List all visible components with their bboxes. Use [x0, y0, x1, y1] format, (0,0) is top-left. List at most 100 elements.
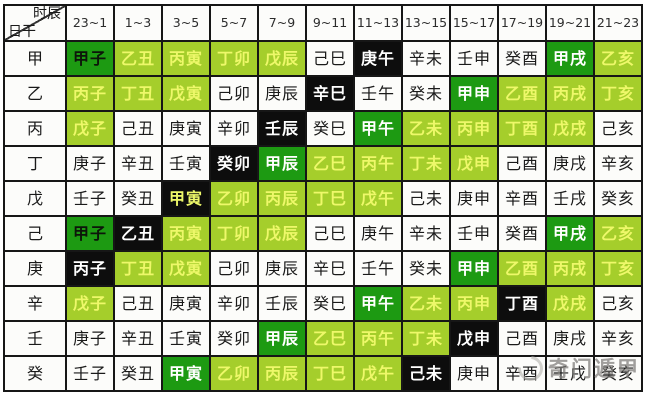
hour-pillar-cell: 己丑	[115, 112, 161, 145]
time-column-header: 17~19	[499, 6, 545, 40]
time-column-header: 1~3	[115, 6, 161, 40]
hour-pillar-cell: 乙丑	[115, 42, 161, 75]
hour-pillar-cell: 辛丑	[115, 322, 161, 355]
hour-pillar-cell: 丁巳	[307, 182, 353, 215]
hour-pillar-cell: 庚寅	[163, 112, 209, 145]
hour-pillar-cell: 戊申	[451, 147, 497, 180]
hour-pillar-cell: 甲午	[355, 112, 401, 145]
hour-pillar-cell: 戊戌	[547, 287, 593, 320]
corner-header-cell: 时辰 日干	[5, 6, 65, 40]
hour-pillar-cell: 辛卯	[211, 287, 257, 320]
hour-pillar-cell: 己巳	[307, 42, 353, 75]
hour-pillar-cell: 甲子	[67, 42, 113, 75]
hour-pillar-cell: 癸卯	[211, 322, 257, 355]
hour-pillar-cell: 丙寅	[163, 217, 209, 250]
hour-pillar-cell: 壬戌	[547, 182, 593, 215]
time-column-header: 5~7	[211, 6, 257, 40]
hour-pillar-cell: 甲申	[451, 252, 497, 285]
time-column-header: 7~9	[259, 6, 305, 40]
hour-pillar-cell: 癸未	[403, 77, 449, 110]
day-stem-row-label: 庚	[5, 252, 65, 285]
hour-pillar-cell: 丁未	[403, 322, 449, 355]
hour-pillar-cell: 己亥	[595, 287, 641, 320]
hour-pillar-cell: 辛巳	[307, 252, 353, 285]
hour-pillar-cell: 丁卯	[211, 217, 257, 250]
hour-pillar-cell: 庚子	[67, 322, 113, 355]
hour-pillar-cell: 丁卯	[211, 42, 257, 75]
hour-pillar-cell: 己酉	[499, 322, 545, 355]
hour-pillar-cell: 壬辰	[259, 112, 305, 145]
hour-pillar-cell: 庚寅	[163, 287, 209, 320]
hour-pillar-cell: 甲辰	[259, 147, 305, 180]
hour-pillar-cell: 己卯	[211, 77, 257, 110]
hour-pillar-cell: 戊申	[451, 322, 497, 355]
hour-pillar-cell: 丙午	[355, 147, 401, 180]
hour-pillar-table: 时辰 日干 23~1 1~3 3~5 5~7 7~9 9~11 11~13 13~15 15~1…	[3, 4, 643, 392]
hour-pillar-cell: 庚子	[67, 147, 113, 180]
hour-pillar-cell: 甲申	[451, 77, 497, 110]
hour-pillar-cell: 己未	[403, 357, 449, 390]
hour-pillar-cell: 癸卯	[211, 147, 257, 180]
day-stem-row-label: 己	[5, 217, 65, 250]
hour-pillar-cell: 甲戌	[547, 217, 593, 250]
hour-pillar-cell: 庚戌	[547, 322, 593, 355]
hour-pillar-cell: 丁丑	[115, 77, 161, 110]
hour-pillar-cell: 丁亥	[595, 77, 641, 110]
hour-pillar-cell: 壬申	[451, 42, 497, 75]
hour-pillar-cell: 辛亥	[595, 322, 641, 355]
hour-pillar-cell: 庚申	[451, 357, 497, 390]
hour-pillar-cell: 乙卯	[211, 357, 257, 390]
hour-pillar-cell: 壬午	[355, 77, 401, 110]
hour-pillar-cell: 甲午	[355, 287, 401, 320]
day-stem-row-label: 乙	[5, 77, 65, 110]
hour-pillar-cell: 癸丑	[115, 182, 161, 215]
hour-pillar-cell: 乙丑	[115, 217, 161, 250]
hour-pillar-cell: 癸亥	[595, 357, 641, 390]
corner-label-hours: 时辰	[33, 6, 61, 22]
hour-pillar-cell: 戊寅	[163, 77, 209, 110]
hour-pillar-cell: 丙戌	[547, 77, 593, 110]
hour-pillar-cell: 乙巳	[307, 147, 353, 180]
hour-pillar-cell: 丁巳	[307, 357, 353, 390]
hour-pillar-cell: 庚辰	[259, 77, 305, 110]
hour-pillar-cell: 戊寅	[163, 252, 209, 285]
hour-pillar-cell: 丁酉	[499, 287, 545, 320]
hour-pillar-cell: 丁未	[403, 147, 449, 180]
hour-pillar-cell: 壬子	[67, 182, 113, 215]
hour-pillar-cell: 戊戌	[547, 112, 593, 145]
hour-pillar-cell: 癸巳	[307, 112, 353, 145]
hour-pillar-cell: 壬辰	[259, 287, 305, 320]
hour-pillar-cell: 庚申	[451, 182, 497, 215]
day-stem-row-label: 丙	[5, 112, 65, 145]
corner-label-day-stem: 日干	[8, 24, 36, 40]
hour-pillar-cell: 辛未	[403, 217, 449, 250]
time-column-header: 19~21	[547, 6, 593, 40]
hour-pillar-cell: 戊子	[67, 287, 113, 320]
hour-pillar-cell: 戊午	[355, 182, 401, 215]
hour-pillar-cell: 戊辰	[259, 217, 305, 250]
hour-pillar-cell: 丙寅	[163, 42, 209, 75]
hour-pillar-cell: 辛酉	[499, 357, 545, 390]
hour-pillar-cell: 辛酉	[499, 182, 545, 215]
hour-pillar-cell: 辛亥	[595, 147, 641, 180]
hour-pillar-cell: 甲子	[67, 217, 113, 250]
hour-pillar-cell: 乙未	[403, 287, 449, 320]
hour-pillar-cell: 辛卯	[211, 112, 257, 145]
hour-pillar-cell: 庚辰	[259, 252, 305, 285]
hour-pillar-cell: 癸丑	[115, 357, 161, 390]
hour-pillar-cell: 丁亥	[595, 252, 641, 285]
hour-pillar-cell: 壬午	[355, 252, 401, 285]
hour-pillar-cell: 乙巳	[307, 322, 353, 355]
hour-pillar-cell: 庚午	[355, 42, 401, 75]
hour-pillar-cell: 乙未	[403, 112, 449, 145]
hour-pillar-cell: 壬寅	[163, 322, 209, 355]
hour-pillar-cell: 甲戌	[547, 42, 593, 75]
hour-pillar-cell: 癸酉	[499, 42, 545, 75]
hour-pillar-cell: 己巳	[307, 217, 353, 250]
hour-pillar-cell: 癸酉	[499, 217, 545, 250]
hour-pillar-cell: 辛丑	[115, 147, 161, 180]
day-stem-row-label: 丁	[5, 147, 65, 180]
hour-pillar-cell: 乙酉	[499, 252, 545, 285]
hour-pillar-cell: 壬子	[67, 357, 113, 390]
hour-pillar-cell: 甲寅	[163, 357, 209, 390]
